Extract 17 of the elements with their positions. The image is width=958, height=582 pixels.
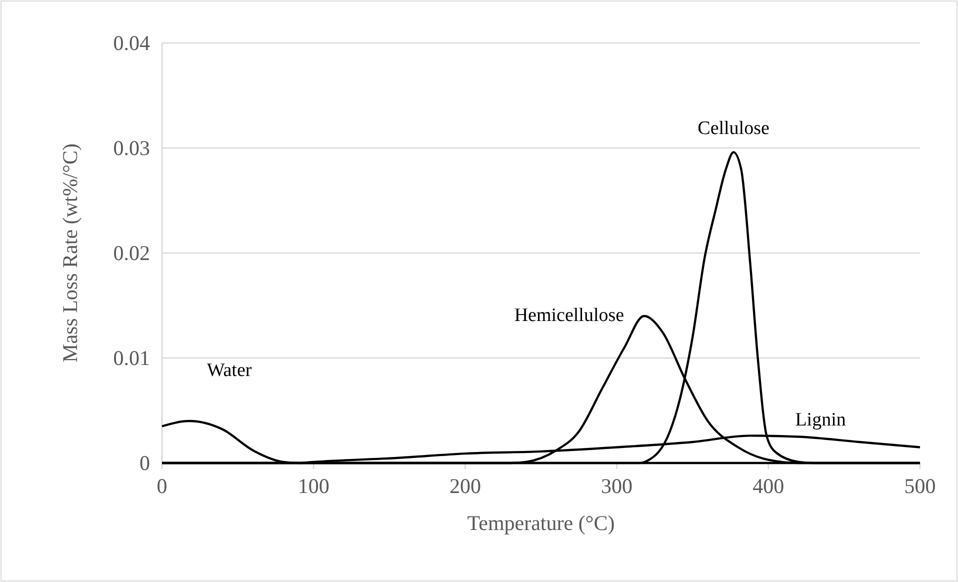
- y-tick-label: 0.02: [113, 241, 150, 265]
- x-tick-label: 400: [752, 474, 784, 498]
- x-tick-label: 200: [449, 474, 481, 498]
- y-axis-title: Mass Loss Rate (wt%/°C): [58, 144, 82, 362]
- y-tick-label: 0.04: [113, 31, 150, 55]
- y-tick-label: 0.03: [113, 136, 150, 160]
- x-tick-label: 100: [298, 474, 330, 498]
- text: Water: [206, 360, 252, 381]
- y-tick-label: 0: [140, 451, 150, 475]
- x-tick-label: 500: [904, 474, 936, 498]
- series-label: Hemicellulose: [514, 305, 624, 326]
- x-axis-title: Temperature (°C): [467, 511, 615, 535]
- x-tick-label: 0: [156, 474, 168, 498]
- y-tick-label: 0.01: [113, 346, 150, 370]
- x-tick-label: 300: [601, 474, 633, 498]
- series-label: Cellulose: [698, 118, 770, 140]
- series-label: Lignin: [795, 410, 846, 431]
